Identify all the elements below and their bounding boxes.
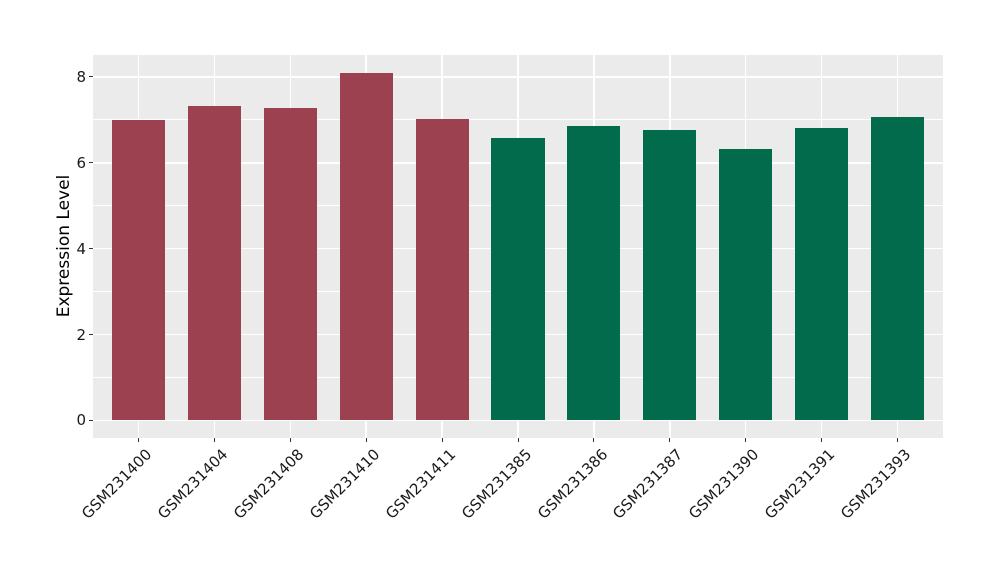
- y-axis-title: Expression Level: [54, 174, 74, 318]
- x-tick-label: GSM231393: [837, 445, 915, 523]
- y-tick: [89, 162, 93, 164]
- x-tick: [441, 438, 443, 442]
- x-tick-label: GSM231386: [533, 445, 611, 523]
- bar-GSM231408: [263, 107, 317, 421]
- x-tick: [138, 438, 140, 442]
- y-tick-label: 6: [76, 153, 86, 172]
- x-tick-label: GSM231404: [154, 445, 232, 523]
- y-tick: [89, 76, 93, 78]
- x-tick: [365, 438, 367, 442]
- bar-GSM231404: [187, 105, 241, 421]
- bar-GSM231390: [719, 148, 773, 421]
- x-tick: [821, 438, 823, 442]
- y-tick-label: 8: [76, 67, 86, 86]
- x-tick-label: GSM231391: [761, 445, 839, 523]
- x-tick-label: GSM231408: [230, 445, 308, 523]
- x-tick: [896, 438, 898, 442]
- y-tick-label: 4: [76, 239, 86, 258]
- bar-GSM231410: [339, 72, 393, 421]
- x-tick-label: GSM231410: [305, 445, 384, 523]
- x-tick: [289, 438, 291, 442]
- x-tick-label: GSM231385: [457, 445, 536, 523]
- x-tick-label: GSM231390: [685, 445, 763, 523]
- y-tick-label: 0: [76, 411, 86, 430]
- x-tick: [745, 438, 747, 442]
- bar-GSM231385: [491, 138, 545, 421]
- x-tick-label: GSM231411: [381, 445, 460, 523]
- y-tick: [89, 248, 93, 250]
- plot-panel: [93, 55, 943, 438]
- x-tick-label: GSM231400: [78, 445, 156, 523]
- x-tick: [669, 438, 671, 442]
- x-tick: [213, 438, 215, 442]
- bar-GSM231411: [415, 118, 469, 421]
- y-tick: [89, 334, 93, 336]
- x-tick: [593, 438, 595, 442]
- bar-GSM231386: [567, 126, 621, 421]
- x-tick: [517, 438, 519, 442]
- bar-GSM231393: [870, 117, 925, 421]
- y-tick: [89, 419, 93, 421]
- x-tick-label: GSM231387: [609, 445, 687, 523]
- y-tick-label: 2: [76, 325, 86, 344]
- bar-GSM231387: [643, 130, 697, 421]
- bar-GSM231400: [111, 119, 166, 421]
- bar-GSM231391: [795, 127, 849, 421]
